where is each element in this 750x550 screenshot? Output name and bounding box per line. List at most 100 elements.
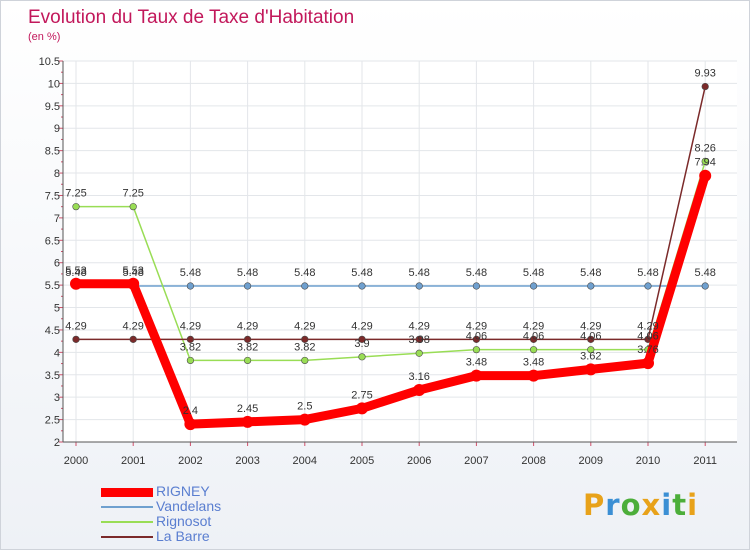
point-la-barre — [701, 82, 709, 91]
data-label-rigney: 2.75 — [351, 389, 372, 401]
point-vandelans — [301, 282, 309, 290]
x-tick-label: 2006 — [407, 455, 431, 467]
point-la-barre — [529, 335, 538, 343]
data-label-rigney: 5.53 — [65, 265, 86, 277]
x-tick-label: 2002 — [178, 455, 202, 467]
y-tick-label: 5.5 — [45, 280, 60, 292]
data-label-vandelans: 5.48 — [65, 267, 86, 279]
point-vandelans — [244, 282, 252, 290]
logo-letter: P — [583, 488, 606, 522]
point-rignosot — [301, 356, 309, 365]
data-label-rignosot: 7.25 — [65, 188, 86, 200]
legend-swatch-rigney — [101, 487, 153, 497]
data-label-rigney: 3.48 — [466, 357, 487, 369]
point-la-barre — [358, 335, 366, 343]
data-label-layer: 5.53 5.53 2.4 2.45 2.5 2.75 3.16 3.48 3.48 3.62 3.… — [65, 68, 716, 418]
logo-letter: r — [605, 488, 621, 522]
point-vandelans — [186, 282, 194, 290]
point-rignosot — [701, 157, 709, 166]
series-line-rignosot — [75, 160, 706, 362]
x-tick-label: 2009 — [579, 455, 603, 467]
x-tick-label: 2011 — [693, 455, 717, 467]
x-tick-label: 2004 — [293, 455, 317, 467]
data-label-vandelans: 5.48 — [466, 267, 487, 279]
y-tick-label: 8 — [54, 168, 60, 180]
y-tick-label: 4 — [54, 347, 60, 359]
data-label-vandelans: 5.48 — [523, 267, 544, 279]
logo-letter: i — [661, 488, 673, 522]
plot-area — [63, 61, 737, 442]
legend-label-rigney: RIGNEY — [156, 483, 210, 499]
point-rignosot — [358, 353, 366, 361]
x-tick-label: 2001 — [121, 455, 145, 467]
point-rignosot — [472, 346, 481, 354]
y-tick-label: 8.5 — [45, 146, 60, 158]
data-label-la-barre: 4.29 — [351, 320, 372, 332]
data-label-rigney: 2.4 — [183, 405, 198, 417]
point-rignosot — [244, 356, 252, 365]
point-la-barre — [587, 335, 595, 343]
y-tick-label: 5 — [54, 303, 60, 315]
x-tick-label: 2000 — [64, 455, 88, 467]
data-label-rignosot: 4.06 — [466, 331, 487, 343]
chart-title: Evolution du Taux de Taxe d'Habitation — [28, 7, 355, 28]
data-label-vandelans: 5.48 — [580, 267, 601, 279]
point-vandelans — [472, 282, 481, 290]
legend-swatch-rignosot — [101, 521, 153, 523]
legend-swatch-vandelans — [101, 506, 153, 508]
point-rignosot — [529, 346, 538, 354]
y-tick-label: 3 — [54, 392, 60, 404]
legend-swatch-la-barre — [101, 536, 153, 538]
data-label-vandelans: 5.48 — [351, 267, 372, 279]
point-rigney — [527, 369, 540, 382]
data-label-rignosot: 3.82 — [294, 341, 315, 353]
x-tick-label: 2008 — [521, 455, 545, 467]
legend-label-rignosot: Rignosot — [156, 513, 212, 529]
point-la-barre — [415, 335, 423, 343]
point-rignosot — [186, 356, 194, 365]
data-label-la-barre: 4.29 — [180, 320, 201, 332]
logo-letter: o — [620, 488, 642, 522]
point-la-barre — [129, 335, 137, 343]
x-tick-label: 2003 — [235, 455, 259, 467]
point-rigney — [356, 402, 368, 415]
point-la-barre — [244, 335, 252, 343]
data-label-vandelans: 5.48 — [294, 267, 315, 279]
data-label-la-barre: 9.93 — [694, 68, 715, 80]
point-vandelans — [529, 282, 538, 290]
y-tick-label: 10 — [48, 78, 60, 90]
logo-letter: x — [641, 488, 662, 522]
series-layer — [70, 82, 712, 431]
point-rigney — [584, 363, 597, 376]
point-rigney — [70, 277, 82, 290]
point-vandelans — [415, 282, 423, 290]
grid-layer — [63, 60, 737, 443]
point-rigney — [127, 277, 140, 290]
x-tick-label: 2010 — [636, 455, 660, 467]
y-tick-label: 2.5 — [45, 415, 60, 427]
data-label-vandelans: 5.48 — [637, 267, 658, 279]
y-tick-label: 2 — [54, 437, 60, 449]
logo-letter: t — [672, 488, 688, 522]
data-label-la-barre: 4.29 — [580, 320, 601, 332]
series-line-la-barre — [75, 85, 706, 341]
point-la-barre — [186, 335, 194, 343]
proxiti-logo: Proxiti — [583, 488, 698, 522]
data-label-rignosot: 8.26 — [694, 142, 715, 154]
data-label-rignosot: 3.82 — [237, 341, 258, 353]
y-tick-label: 4.5 — [45, 325, 60, 337]
y-tick-label: 7.5 — [45, 190, 60, 202]
point-vandelans — [701, 282, 709, 290]
y-tick-label: 9.5 — [45, 101, 60, 113]
point-rignosot — [129, 203, 137, 211]
point-rigney — [184, 418, 197, 431]
x-tick-label: 2005 — [350, 455, 374, 467]
axis-layer: 2 2.5 3 3.5 4 4.5 5 5.5 6 6.5 7 7.5 8 8.5 9 9.5 10 10.5 20… — [39, 56, 737, 467]
data-label-rignosot: 3.9 — [354, 338, 369, 350]
point-rigney — [642, 357, 654, 370]
data-label-vandelans: 5.48 — [694, 267, 715, 279]
data-label-rigney: 3.62 — [580, 350, 601, 362]
x-tick-label: 2007 — [464, 455, 488, 467]
data-label-rigney: 2.45 — [237, 403, 258, 415]
